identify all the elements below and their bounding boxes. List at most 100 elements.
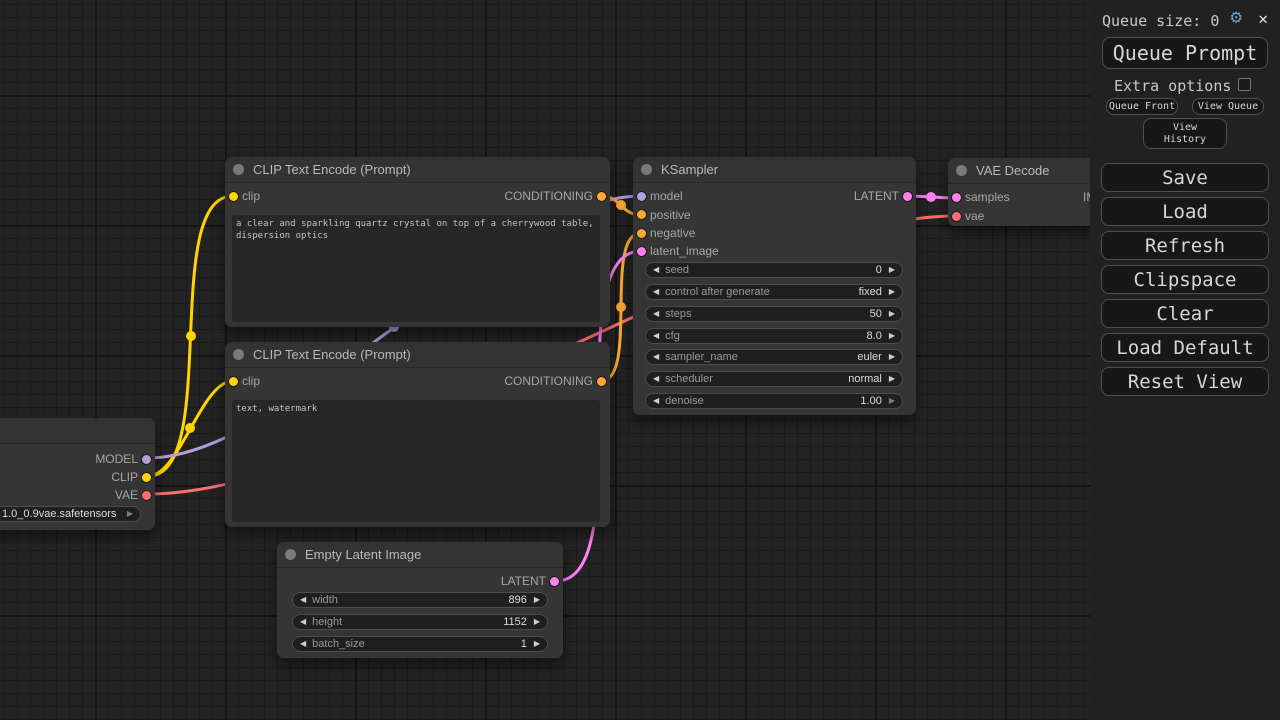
output-vae[interactable]: VAE bbox=[0, 486, 155, 504]
clear-button[interactable]: Clear bbox=[1101, 299, 1269, 328]
clip-port-dot[interactable] bbox=[141, 472, 151, 482]
increment-arrow-icon[interactable]: ▶ bbox=[888, 331, 895, 340]
save-button[interactable]: Save bbox=[1101, 163, 1269, 192]
conditioning-port-dot[interactable] bbox=[636, 210, 646, 219]
latent-port-dot[interactable] bbox=[951, 192, 961, 202]
view-queue-button[interactable]: View Queue bbox=[1192, 98, 1264, 115]
view-history-button[interactable]: View History bbox=[1143, 118, 1227, 149]
collapse-dot-icon[interactable] bbox=[641, 164, 652, 175]
conditioning-port-dot[interactable] bbox=[596, 376, 606, 386]
decrement-arrow-icon[interactable]: ◀ bbox=[653, 287, 660, 296]
vae-port-dot[interactable] bbox=[141, 490, 151, 500]
widget-ckpt-name[interactable]: 1.0_0.9vae.safetensors ▶ bbox=[0, 506, 141, 522]
output-latent[interactable]: LATENT bbox=[277, 572, 563, 590]
node-header[interactable]: CLIP Text Encode (Prompt) bbox=[225, 342, 610, 368]
next-value-arrow-icon[interactable]: ▶ bbox=[126, 509, 133, 518]
increment-arrow-icon[interactable]: ▶ bbox=[888, 265, 895, 274]
vae-port-dot[interactable] bbox=[951, 211, 961, 221]
widget-width[interactable]: ◀ width 896 ▶ bbox=[292, 592, 548, 608]
output-model[interactable]: MODEL bbox=[0, 450, 155, 468]
widget-cfg[interactable]: ◀ cfg 8.0 ▶ bbox=[645, 328, 903, 344]
input-negative[interactable]: negative bbox=[633, 224, 916, 242]
input-model[interactable]: model bbox=[633, 187, 916, 205]
input-clip[interactable]: clip bbox=[225, 372, 610, 390]
node-title: Empty Latent Image bbox=[305, 547, 422, 562]
input-latent-image[interactable]: latent_image bbox=[633, 242, 916, 260]
output-conditioning[interactable]: CONDITIONING bbox=[225, 372, 610, 390]
decrement-arrow-icon[interactable]: ◀ bbox=[653, 309, 660, 318]
clip-port-dot[interactable] bbox=[228, 191, 238, 201]
node-header[interactable] bbox=[0, 418, 155, 444]
node-header[interactable]: Empty Latent Image bbox=[277, 542, 563, 568]
decrement-arrow-icon[interactable]: ◀ bbox=[300, 595, 307, 604]
output-clip[interactable]: CLIP bbox=[0, 468, 155, 486]
link-midpoint-dot bbox=[616, 302, 626, 312]
widget-denoise[interactable]: ◀ denoise 1.00 ▶ bbox=[645, 393, 903, 409]
widget-control-after-generate[interactable]: ◀ control after generate fixed ▶ bbox=[645, 284, 903, 300]
decrement-arrow-icon[interactable]: ◀ bbox=[653, 352, 660, 361]
widget-sampler-name[interactable]: ◀ sampler_name euler ▶ bbox=[645, 349, 903, 365]
input-samples[interactable]: samples bbox=[948, 188, 1140, 206]
decrement-arrow-icon[interactable]: ◀ bbox=[653, 374, 660, 383]
decrement-arrow-icon[interactable]: ◀ bbox=[300, 617, 307, 626]
collapse-dot-icon[interactable] bbox=[956, 165, 967, 176]
latent-port-dot[interactable] bbox=[549, 576, 559, 586]
collapse-dot-icon[interactable] bbox=[233, 164, 244, 175]
clip-port-dot[interactable] bbox=[228, 376, 238, 386]
node-header[interactable]: KSampler bbox=[633, 157, 916, 183]
increment-arrow-icon[interactable]: ▶ bbox=[533, 617, 540, 626]
close-icon[interactable]: ✕ bbox=[1258, 9, 1268, 28]
output-latent[interactable]: LATENT bbox=[633, 187, 916, 205]
increment-arrow-icon[interactable]: ▶ bbox=[888, 309, 895, 318]
increment-arrow-icon[interactable]: ▶ bbox=[888, 352, 895, 361]
load-button[interactable]: Load bbox=[1101, 197, 1269, 226]
collapse-dot-icon[interactable] bbox=[233, 349, 244, 360]
queue-prompt-button[interactable]: Queue Prompt bbox=[1102, 37, 1268, 69]
output-conditioning[interactable]: CONDITIONING bbox=[225, 187, 610, 205]
node-load-checkpoint[interactable]: MODEL CLIP VAE 1.0_0.9vae.safetensors ▶ bbox=[0, 418, 155, 530]
prompt-textarea[interactable]: a clear and sparkling quartz crystal on … bbox=[232, 215, 600, 322]
decrement-arrow-icon[interactable]: ◀ bbox=[653, 265, 660, 274]
model-port-dot[interactable] bbox=[141, 454, 151, 464]
increment-arrow-icon[interactable]: ▶ bbox=[533, 639, 540, 648]
node-empty-latent-image[interactable]: Empty Latent Image LATENT ◀ width 896 ▶ … bbox=[277, 542, 563, 658]
conditioning-port-dot[interactable] bbox=[636, 228, 646, 238]
latent-port-dot[interactable] bbox=[902, 191, 912, 201]
node-clip-text-encode-negative[interactable]: CLIP Text Encode (Prompt) clip CONDITION… bbox=[225, 342, 610, 527]
increment-arrow-icon[interactable]: ▶ bbox=[888, 374, 895, 383]
output-label-model: MODEL bbox=[95, 452, 138, 466]
load-default-button[interactable]: Load Default bbox=[1101, 333, 1269, 362]
node-graph-canvas[interactable]: MODEL CLIP VAE 1.0_0.9vae.safetensors ▶ … bbox=[0, 0, 1140, 720]
extra-options-checkbox[interactable] bbox=[1238, 78, 1251, 91]
widget-batch-size[interactable]: ◀ batch_size 1 ▶ bbox=[292, 636, 548, 652]
widget-seed[interactable]: ◀ seed 0 ▶ bbox=[645, 262, 903, 278]
prompt-textarea[interactable]: text, watermark bbox=[232, 400, 600, 522]
node-title: CLIP Text Encode (Prompt) bbox=[253, 162, 411, 177]
node-header[interactable]: CLIP Text Encode (Prompt) bbox=[225, 157, 610, 183]
refresh-button[interactable]: Refresh bbox=[1101, 231, 1269, 260]
clipspace-button[interactable]: Clipspace bbox=[1101, 265, 1269, 294]
widget-scheduler[interactable]: ◀ scheduler normal ▶ bbox=[645, 371, 903, 387]
conditioning-port-dot[interactable] bbox=[596, 191, 606, 201]
reset-view-button[interactable]: Reset View bbox=[1101, 367, 1269, 396]
model-port-dot[interactable] bbox=[636, 191, 646, 201]
decrement-arrow-icon[interactable]: ◀ bbox=[653, 331, 660, 340]
latent-port-dot[interactable] bbox=[636, 246, 646, 256]
widget-steps[interactable]: ◀ steps 50 ▶ bbox=[645, 306, 903, 322]
output-label-conditioning: CONDITIONING bbox=[504, 189, 593, 203]
input-clip[interactable]: clip bbox=[225, 187, 610, 205]
collapse-dot-icon[interactable] bbox=[285, 549, 296, 560]
queue-front-button[interactable]: Queue Front bbox=[1106, 98, 1178, 115]
output-label-latent: LATENT bbox=[500, 574, 546, 588]
widget-height[interactable]: ◀ height 1152 ▶ bbox=[292, 614, 548, 630]
input-vae[interactable]: vae bbox=[948, 207, 1140, 225]
increment-arrow-icon[interactable]: ▶ bbox=[888, 287, 895, 296]
increment-arrow-icon[interactable]: ▶ bbox=[533, 595, 540, 604]
node-clip-text-encode-positive[interactable]: CLIP Text Encode (Prompt) clip CONDITION… bbox=[225, 157, 610, 327]
input-positive[interactable]: positive bbox=[633, 206, 916, 224]
decrement-arrow-icon[interactable]: ◀ bbox=[300, 639, 307, 648]
increment-arrow-icon[interactable]: ▶ bbox=[888, 396, 895, 405]
decrement-arrow-icon[interactable]: ◀ bbox=[653, 396, 660, 405]
node-ksampler[interactable]: KSampler model positive negative latent_… bbox=[633, 157, 916, 415]
settings-gear-icon[interactable]: ⚙ bbox=[1230, 6, 1242, 28]
